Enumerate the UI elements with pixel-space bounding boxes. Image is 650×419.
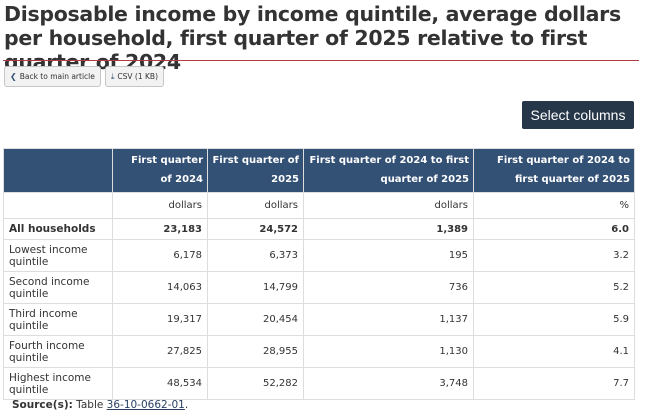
row-header: Highest income quintile bbox=[3, 367, 113, 400]
row-header: Fourth income quintile bbox=[3, 335, 113, 368]
table-cell: 14,799 bbox=[207, 271, 304, 304]
table-row: Third income quintile 19,317 20,454 1,13… bbox=[3, 303, 635, 336]
table-cell: 52,282 bbox=[207, 367, 304, 400]
unit-cell: dollars bbox=[303, 192, 474, 219]
table-cell: 6,373 bbox=[207, 239, 304, 272]
table-row: All households 23,183 24,572 1,389 6.0 bbox=[3, 218, 635, 240]
download-icon: ⤓ bbox=[110, 71, 115, 81]
table-cell: 20,454 bbox=[207, 303, 304, 336]
table-cell: 1,389 bbox=[303, 218, 474, 240]
source-label: Source(s): bbox=[12, 399, 73, 411]
table-header-row: First quarter of 2024 First quarter of 2… bbox=[3, 148, 635, 193]
table-row: Fourth income quintile 27,825 28,955 1,1… bbox=[3, 335, 635, 368]
select-columns-button[interactable]: Select columns bbox=[522, 101, 634, 129]
table-cell: 14,063 bbox=[112, 271, 208, 304]
table-cell: 1,130 bbox=[303, 335, 474, 368]
row-header: Second income quintile bbox=[3, 271, 113, 304]
table-cell: 7.7 bbox=[473, 367, 635, 400]
unit-cell bbox=[3, 192, 113, 219]
table-cell: 23,183 bbox=[112, 218, 208, 240]
back-to-main-article-button[interactable]: ❮ Back to main article bbox=[4, 66, 101, 87]
csv-download-button[interactable]: ⤓ CSV (1 KB) bbox=[104, 66, 164, 87]
column-header: First quarter of 2024 to first quarter o… bbox=[303, 148, 474, 193]
table-cell: 19,317 bbox=[112, 303, 208, 336]
table-row: Highest income quintile 48,534 52,282 3,… bbox=[3, 367, 635, 400]
column-header: First quarter of 2024 bbox=[112, 148, 208, 193]
column-header-corner bbox=[3, 148, 113, 193]
source-note: Source(s): Table 36-10-0662-01. bbox=[12, 399, 188, 411]
source-end: . bbox=[184, 399, 189, 411]
table-cell: 736 bbox=[303, 271, 474, 304]
table-cell: 5.9 bbox=[473, 303, 635, 336]
row-header: All households bbox=[3, 218, 113, 240]
table-cell: 4.1 bbox=[473, 335, 635, 368]
row-header: Third income quintile bbox=[3, 303, 113, 336]
source-text: Table bbox=[76, 399, 104, 411]
title-divider bbox=[3, 60, 639, 61]
table-cell: 195 bbox=[303, 239, 474, 272]
row-header: Lowest income quintile bbox=[3, 239, 113, 272]
csv-button-label: CSV (1 KB) bbox=[117, 72, 158, 81]
unit-cell: dollars bbox=[112, 192, 208, 219]
table-row: Second income quintile 14,063 14,799 736… bbox=[3, 271, 635, 304]
table-cell: 5.2 bbox=[473, 271, 635, 304]
table-cell: 48,534 bbox=[112, 367, 208, 400]
unit-cell: % bbox=[473, 192, 635, 219]
column-header: First quarter of 2024 to first quarter o… bbox=[473, 148, 635, 193]
table-cell: 3,748 bbox=[303, 367, 474, 400]
source-table-link[interactable]: 36-10-0662-01 bbox=[106, 399, 185, 411]
table-cell: 3.2 bbox=[473, 239, 635, 272]
column-header: First quarter of 2025 bbox=[207, 148, 304, 193]
units-row: dollars dollars dollars % bbox=[3, 192, 635, 219]
data-table: First quarter of 2024 First quarter of 2… bbox=[3, 148, 635, 400]
table-cell: 27,825 bbox=[112, 335, 208, 368]
page-title: Disposable income by income quintile, av… bbox=[4, 2, 621, 74]
table-cell: 1,137 bbox=[303, 303, 474, 336]
table-cell: 6,178 bbox=[112, 239, 208, 272]
unit-cell: dollars bbox=[207, 192, 304, 219]
back-button-label: Back to main article bbox=[19, 72, 95, 81]
table-cell: 6.0 bbox=[473, 218, 635, 240]
table-cell: 28,955 bbox=[207, 335, 304, 368]
toolbar: ❮ Back to main article ⤓ CSV (1 KB) bbox=[4, 66, 164, 87]
table-cell: 24,572 bbox=[207, 218, 304, 240]
table-row: Lowest income quintile 6,178 6,373 195 3… bbox=[3, 239, 635, 272]
chevron-left-icon: ❮ bbox=[10, 71, 17, 81]
